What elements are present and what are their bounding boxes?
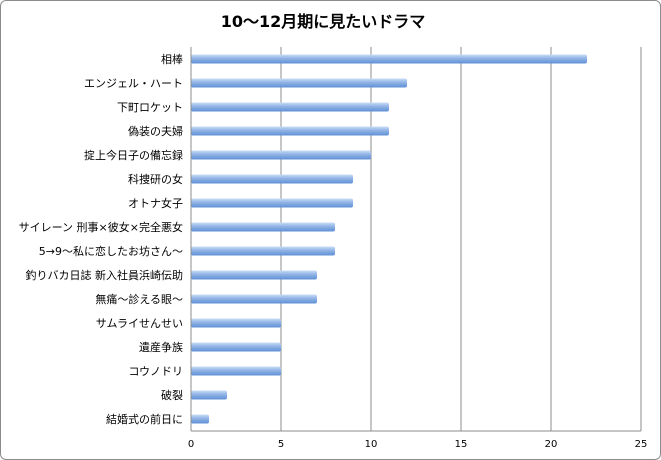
bar — [191, 390, 227, 400]
x-tick-label: 25 — [635, 439, 648, 450]
category-label: オトナ女子 — [128, 196, 183, 210]
x-tick-label: 0 — [188, 439, 194, 450]
x-tick-labels: 0 5 10 15 20 25 — [188, 439, 648, 450]
category-label: エンジェル・ハート — [84, 77, 183, 90]
category-label: 科捜研の女 — [128, 172, 183, 186]
category-label: 結婚式の前日に — [106, 412, 183, 426]
category-label: サムライせんせい — [96, 317, 183, 330]
category-label: 相棒 — [161, 52, 183, 66]
bar — [191, 126, 389, 136]
bar — [191, 294, 317, 304]
bar — [191, 174, 353, 184]
x-tick-label: 10 — [365, 439, 378, 450]
category-label: 破裂 — [161, 388, 183, 402]
bar — [191, 54, 587, 64]
category-label: 掟上今日子の備忘録 — [84, 148, 183, 162]
bar — [191, 318, 281, 328]
bar — [191, 78, 407, 88]
chart-title: 10〜12月期に見たいドラマ — [221, 12, 426, 31]
category-labels: 相棒エンジェル・ハート下町ロケット偽装の夫婦掟上今日子の備忘録科捜研の女オトナ女… — [19, 52, 183, 426]
category-label: 遺産争族 — [139, 340, 183, 354]
bar — [191, 198, 353, 208]
category-label: コウノドリ — [128, 365, 183, 378]
bar — [191, 342, 281, 352]
bar — [191, 102, 389, 112]
x-tick-label: 15 — [455, 439, 468, 450]
category-label: 5→9〜私に恋したお坊さん〜 — [39, 244, 183, 258]
bar — [191, 150, 371, 160]
bar — [191, 366, 281, 376]
category-label: 釣りバカ日誌 新入社員浜崎伝助 — [26, 268, 184, 282]
bar — [191, 414, 209, 424]
x-tick-label: 20 — [545, 439, 558, 450]
bar — [191, 270, 317, 280]
bars — [191, 54, 587, 424]
category-label: サイレーン 刑事×彼女×完全悪女 — [19, 220, 183, 234]
category-label: 無痛〜診える眼〜 — [95, 292, 183, 306]
bar — [191, 246, 335, 256]
x-tick-label: 5 — [278, 439, 284, 450]
category-label: 下町ロケット — [117, 101, 183, 114]
category-label: 偽装の夫婦 — [128, 124, 183, 138]
bar — [191, 222, 335, 232]
